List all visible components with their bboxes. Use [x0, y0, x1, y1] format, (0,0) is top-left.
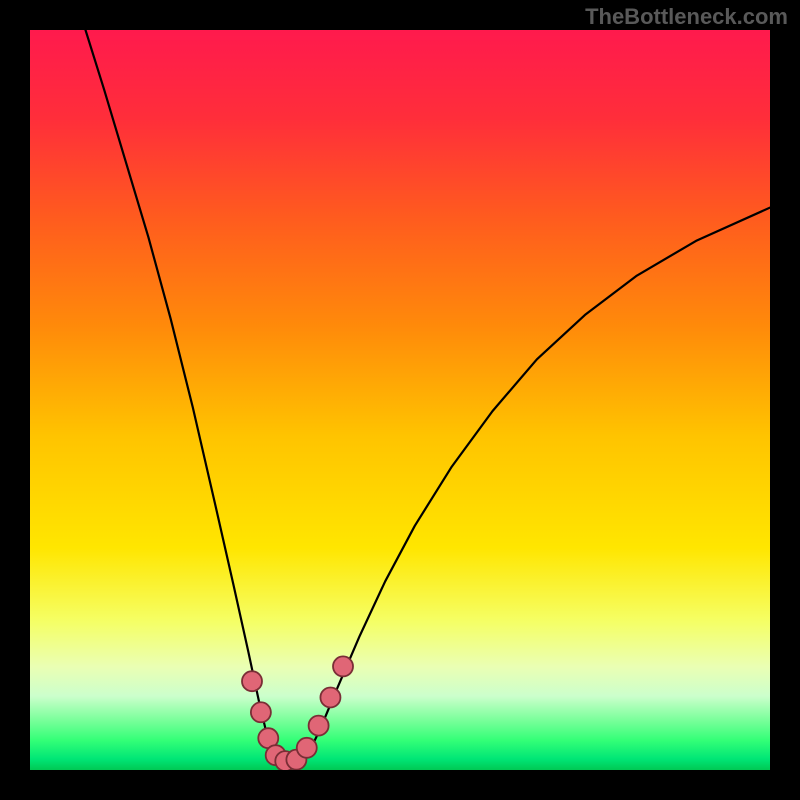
curve-marker: [333, 656, 353, 676]
curve-marker: [251, 702, 271, 722]
curve-marker: [297, 738, 317, 758]
plot-area: [30, 30, 770, 770]
curve-marker: [242, 671, 262, 691]
curve-marker: [309, 716, 329, 736]
gradient-background: [30, 30, 770, 770]
watermark-text: TheBottleneck.com: [585, 4, 788, 30]
plot-svg: [30, 30, 770, 770]
curve-marker: [320, 687, 340, 707]
